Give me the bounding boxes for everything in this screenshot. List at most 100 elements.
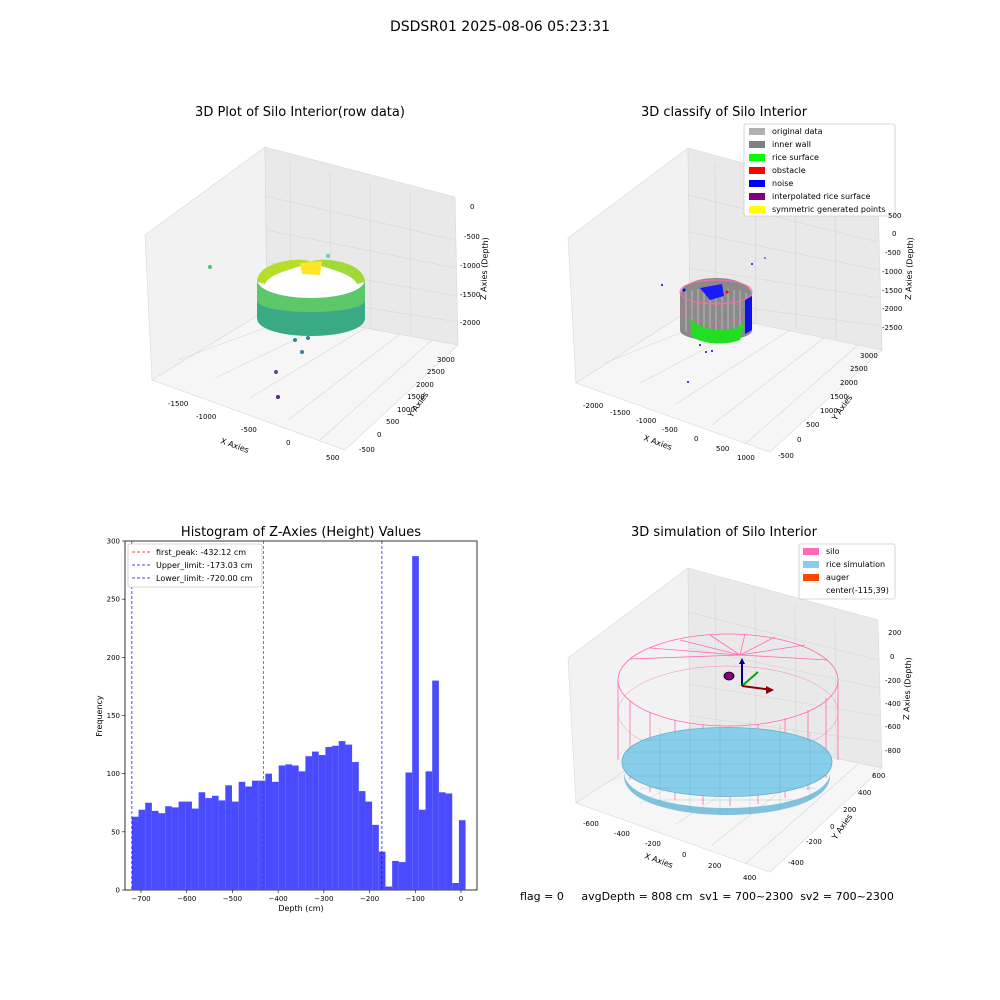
classify-y-tick: 2000	[840, 379, 858, 387]
raw-z-axis-label: Z Axies (Depth)	[479, 237, 490, 300]
histogram-bar	[425, 771, 433, 890]
histogram-bar	[151, 810, 159, 890]
legend-swatch	[803, 561, 819, 568]
histogram-bar	[318, 755, 326, 890]
histogram-bar	[245, 786, 252, 890]
legend-swatch	[749, 180, 765, 187]
classify-point-cloud	[661, 257, 766, 383]
classify-x-tick: -2000	[583, 402, 603, 410]
histogram-bar	[178, 801, 186, 890]
legend-swatch	[803, 548, 819, 555]
histogram-bar	[412, 556, 419, 890]
classify-y-tick: 500	[806, 421, 819, 429]
histogram-x-tick-label: −300	[314, 895, 333, 903]
histogram-bar	[238, 781, 246, 890]
classify-y-tick: -500	[778, 452, 794, 460]
classify-z-tick: 0	[892, 230, 896, 238]
classify-y-tick: 1000	[820, 407, 838, 415]
sim-x-tick: -600	[583, 820, 599, 828]
sim-x-tick: -200	[645, 840, 661, 848]
sim-y-tick: -200	[806, 838, 822, 846]
histogram-bar	[358, 791, 366, 890]
classify-x-tick: 0	[694, 435, 698, 443]
histogram-x-ticks: −700 −600 −500 −400 −300 −200 −100 0	[131, 890, 463, 903]
histogram-bar	[445, 793, 453, 890]
histogram-bar	[191, 808, 199, 890]
sim-y-tick: -400	[788, 859, 804, 867]
raw-x-ticks: -1500 -1000 -500 0 500	[168, 400, 339, 462]
histogram-bar	[131, 816, 139, 890]
histogram-bar	[432, 680, 439, 890]
raw-z-tick: -500	[464, 233, 480, 241]
histogram-x-tick-label: −600	[177, 895, 196, 903]
histogram-y-axis-label: Frequency	[95, 695, 104, 737]
histogram-y-ticks: 0 50 100 150 200 250 300	[107, 538, 125, 895]
classify-3d-panel: 3D classify of Silo Interior	[567, 105, 915, 462]
legend-label: original data	[772, 127, 823, 136]
raw-x-axis-label: X Axies	[219, 436, 250, 455]
legend-swatch	[749, 167, 765, 174]
histogram-y-tick-label: 200	[107, 654, 120, 662]
classify-legend-item: symmetric generated points	[749, 205, 885, 214]
histogram-bar	[272, 781, 279, 890]
histogram-bar	[158, 813, 166, 890]
histogram-threshold-lines	[131, 541, 383, 890]
sim-x-axis-label: X Axies	[643, 851, 674, 870]
classify-legend-item: interpolated rice surface	[749, 192, 870, 201]
sim-z-tick: -400	[885, 700, 901, 708]
classify-x-tick: -1500	[610, 409, 630, 417]
histogram-bar	[352, 762, 359, 890]
raw-z-tick: 0	[470, 203, 474, 211]
simulation-legend-item: silo	[803, 547, 840, 556]
histogram-bar	[418, 809, 426, 890]
raw-y-tick: 500	[386, 418, 399, 426]
histogram-bar	[198, 792, 206, 890]
histogram-bar	[218, 800, 226, 890]
histogram-legend-items: first_peak: -432.12 cm Upper_limit: -173.…	[132, 548, 253, 583]
raw-3d-title: 3D Plot of Silo Interior(row data)	[195, 105, 405, 120]
status-footer: flag = 0 avgDepth = 808 cm sv1 = 700~230…	[520, 890, 894, 903]
histogram-x-axis-label: Depth (cm)	[278, 904, 323, 913]
sim-z-tick: 200	[888, 629, 901, 637]
raw-y-tick: 0	[377, 431, 381, 439]
sim-x-tick: -400	[614, 830, 630, 838]
classify-x-tick: -500	[662, 426, 678, 434]
histogram-bar	[185, 801, 192, 890]
raw-y-tick: 1000	[397, 406, 415, 414]
classify-x-tick: 1000	[737, 454, 755, 462]
histogram-bar	[251, 780, 259, 890]
histogram-bar	[378, 851, 386, 890]
legend-label: center(-115,39)	[826, 586, 889, 595]
raw-y-tick: 2500	[427, 368, 445, 376]
classify-legend-item: rice surface	[749, 153, 819, 162]
legend-label: noise	[772, 179, 793, 188]
histogram-bar	[332, 745, 339, 890]
legend-swatch	[749, 206, 765, 213]
legend-swatch	[749, 128, 765, 135]
raw-x-tick: -500	[241, 426, 257, 434]
legend-swatch	[749, 193, 765, 200]
sim-z-tick: -200	[885, 677, 901, 685]
histogram-bar	[171, 807, 179, 890]
raw-y-tick: 1500	[407, 393, 425, 401]
histogram-panel: Histogram of Z-Axies (Height) Values −70…	[95, 525, 478, 913]
histogram-bar	[292, 765, 299, 890]
classify-y-ticks: -500 0 500 1000 1500 2000 2500 3000	[778, 352, 878, 460]
raw-y-ticks: -500 0 500 1000 1500 2000 2500 3000	[359, 356, 455, 454]
raw-y-tick: 2000	[416, 381, 434, 389]
legend-label: silo	[826, 547, 840, 556]
classify-z-axis-label: Z Axies (Depth)	[904, 237, 915, 300]
legend-label: obstacle	[772, 166, 806, 175]
rice-simulation-surface	[621, 720, 833, 815]
histogram-x-tick-label: −700	[131, 895, 150, 903]
raw-z-tick: -2000	[460, 319, 480, 327]
classify-x-tick: -1000	[636, 417, 656, 425]
classify-legend-item: original data	[749, 127, 823, 136]
legend-label: rice surface	[772, 153, 819, 162]
histogram-x-tick-label: −500	[223, 895, 242, 903]
classify-y-tick: 3000	[860, 352, 878, 360]
sim-z-tick: -800	[885, 747, 901, 755]
sim-y-tick: 600	[872, 772, 885, 780]
sim-z-tick: 0	[890, 653, 894, 661]
